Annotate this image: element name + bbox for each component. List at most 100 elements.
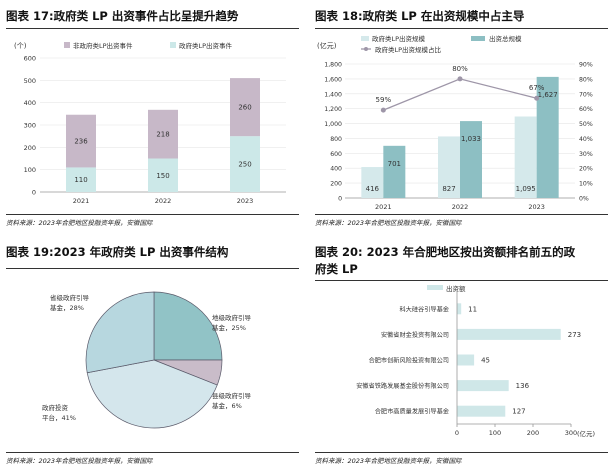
y-tick-label: 500 [24,77,36,85]
y-tick-label: 1,000 [324,121,342,128]
y-tick-label: 100 [24,166,36,174]
y2-tick-label: 0% [579,196,589,203]
line-marker [534,95,540,101]
y-tick-label: 0 [32,189,36,197]
pie-slice [153,291,223,361]
slice-label: 基金，25% [212,323,246,332]
y-tick-label: 400 [24,99,36,107]
bar [457,303,462,315]
series-line [383,78,537,111]
line-data-label: 67% [529,84,545,92]
title-rule [6,28,299,29]
y2-tick-label: 70% [579,91,593,98]
x-tick-label: 100 [489,429,501,437]
bar-segment [148,109,178,159]
y-tick-label: 1,200 [324,106,342,113]
bar-segment [66,167,96,192]
legend-marker [364,47,368,51]
legend-swatch [64,42,70,48]
line-marker [380,107,386,113]
panel-fig19: 图表 19:2023 年政府类 LP 出资事件结构 地级政府引导 基金，25% 县级… [6,240,299,468]
chart-title-line-2: 府类 LP [315,262,358,276]
y-tick-label: 1,600 [324,76,342,83]
data-label: 1,627 [538,91,558,99]
source-note: 资料来源：2023年合肥地区投融资年报，安徽国际 [6,457,153,465]
legend-swatch [427,285,443,290]
x-tick-label: 2021 [375,203,392,211]
y-axis-unit: (个) [14,42,27,50]
data-label: 1,095 [516,185,536,193]
y2-tick-label: 80% [579,76,593,83]
y-tick-label: 600 [330,151,342,158]
legend-label: 政府类LP出资事件 [179,41,233,50]
legend-label: 政府类LP出资规模 [372,34,426,43]
source-rule [6,452,299,453]
slice-label: 地级政府引导 [212,313,252,322]
data-label: 416 [366,185,380,193]
data-label: 260 [238,104,251,112]
chart-title: 图表 19:2023 年政府类 LP 出资事件结构 [6,245,229,259]
bar [438,136,460,198]
chart-title: 图表 18:政府类 LP 在出资规模中占主导 [315,9,525,23]
slice-label: 基金，6% [212,401,242,410]
y-tick-label: 200 [24,144,36,152]
slice-label: 平台，41% [42,413,76,422]
source-note: 资料来源：2023年合肥地区投融资年报，安徽国际 [6,219,153,227]
y2-tick-label: 90% [579,62,593,69]
legend-label: 政府类LP出资规模占比 [375,45,442,54]
line-marker [457,76,463,82]
data-label: 218 [156,131,169,139]
y-tick-label: 安徽省财金投资有限公司 [381,331,449,339]
x-tick-label: 200 [527,429,539,437]
x-axis-unit: (亿元) [577,429,595,438]
slice-label: 政府投资 [42,403,69,412]
y-tick-label: 800 [330,136,342,143]
bar-segment [230,78,260,137]
x-tick-label: 2023 [528,203,545,211]
source-rule [315,214,608,215]
legend-swatch [471,36,485,41]
legend-swatch [361,36,369,41]
data-label: 701 [388,160,401,168]
bar [457,405,506,417]
line-data-label: 80% [452,65,468,73]
y2-tick-label: 20% [579,166,593,173]
y-tick-label: 300 [24,122,36,130]
data-label: 110 [74,176,87,184]
y-tick-label: 200 [330,181,342,188]
bar [460,121,482,198]
chart-title-line-1: 图表 20: 2023 年合肥地区按出资额排名前五的政 [315,245,576,259]
y2-tick-label: 40% [579,136,593,143]
y-tick-label: 科大硅谷引导基金 [400,305,450,313]
y-tick-label: 400 [330,166,342,173]
bar [457,354,475,366]
pie-slice [85,291,155,374]
bar [383,145,406,198]
title-rule [6,268,299,269]
slice-label: 省级政府引导 [50,293,90,302]
bar [514,116,537,198]
title-rule [315,28,608,29]
legend-label: 非政府类LP出资事件 [73,41,133,50]
data-label: 236 [74,138,88,146]
legend-label: 出资额 [446,284,466,293]
y-tick-label: 1,800 [324,62,342,69]
x-tick-label: 300 [565,429,577,437]
data-label: 150 [156,172,169,180]
data-label: 273 [568,331,581,339]
data-label: 136 [516,382,530,390]
data-label: 250 [238,161,251,169]
slice-label: 基金，28% [50,303,84,312]
bar [457,380,509,392]
source-note: 资料来源：2023年合肥地区投融资年报，安徽国际 [315,457,462,465]
source-note: 资料来源：2023年合肥地区投融资年报，安徽国际 [315,219,462,227]
x-tick-label: 0 [455,429,459,437]
chart-title: 图表 17:政府类 LP 出资事件占比呈提升趋势 [6,9,239,23]
y-tick-label: 1,400 [324,91,342,98]
bar [536,76,559,198]
data-label: 11 [468,305,477,313]
panel-fig20: 图表 20: 2023 年合肥地区按出资额排名前五的政 府类 LP 出资额科大硅… [315,240,608,468]
y-tick-label: 合肥市创新风险投资有限公司 [369,357,449,365]
